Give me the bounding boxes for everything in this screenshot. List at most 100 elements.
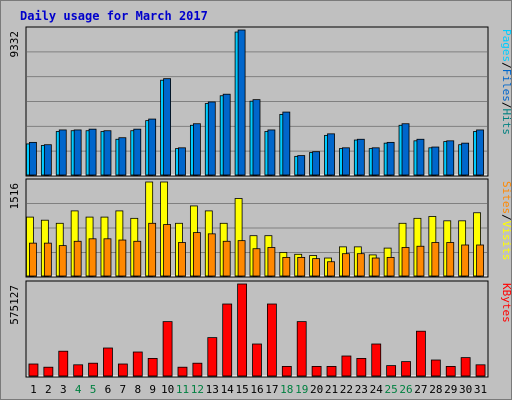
x-tick-day-24: 24 bbox=[370, 383, 384, 396]
x-tick-day-3: 3 bbox=[60, 383, 67, 396]
bar-sites-day-12 bbox=[192, 232, 201, 277]
bar-kbytes-day-15 bbox=[237, 283, 247, 377]
x-tick-day-9: 9 bbox=[149, 383, 156, 396]
legend-item-slash: / bbox=[500, 102, 512, 109]
x-tick-day-23: 23 bbox=[355, 383, 368, 396]
bar-files-day-11 bbox=[178, 147, 186, 176]
x-tick-day-17: 17 bbox=[265, 383, 278, 396]
bar-sites-day-29 bbox=[446, 242, 455, 277]
bar-files-day-18 bbox=[282, 111, 291, 176]
x-tick-day-18: 18 bbox=[280, 383, 293, 396]
bar-kbytes-day-12 bbox=[192, 362, 203, 377]
chart-title: Daily usage for March 2017 bbox=[20, 9, 208, 23]
bar-kbytes-day-29 bbox=[445, 366, 456, 377]
legend-item-slash: / bbox=[500, 62, 512, 69]
bar-sites-day-14 bbox=[222, 240, 231, 277]
bar-kbytes-day-22 bbox=[341, 355, 352, 377]
bar-sites-day-25 bbox=[386, 256, 395, 277]
legend-item-visits: Visits bbox=[500, 221, 512, 261]
bar-kbytes-day-6 bbox=[103, 347, 113, 377]
bar-files-day-20 bbox=[312, 151, 321, 176]
bar-files-day-13 bbox=[207, 101, 216, 176]
bar-files-day-8 bbox=[133, 128, 142, 176]
bar-files-day-24 bbox=[371, 147, 380, 176]
x-tick-day-30: 30 bbox=[459, 383, 472, 396]
bar-sites-day-16 bbox=[252, 248, 261, 277]
bar-kbytes-day-16 bbox=[252, 343, 262, 377]
x-tick-day-12: 12 bbox=[191, 383, 204, 396]
bar-kbytes-day-27 bbox=[416, 330, 426, 377]
bar-sites-day-20 bbox=[312, 258, 321, 277]
bar-kbytes-day-24 bbox=[371, 343, 382, 377]
bar-files-day-28 bbox=[431, 146, 440, 176]
x-tick-day-19: 19 bbox=[295, 383, 308, 396]
x-tick-day-16: 16 bbox=[250, 383, 263, 396]
bar-sites-day-22 bbox=[342, 253, 350, 277]
bar-sites-day-27 bbox=[416, 245, 425, 277]
bar-files-day-6 bbox=[103, 130, 112, 176]
bar-sites-day-31 bbox=[476, 244, 484, 277]
bar-sites-day-8 bbox=[133, 240, 142, 277]
legend-visits_sites: Sites/Visits bbox=[500, 181, 512, 261]
legend-kbytes: KBytes bbox=[500, 283, 512, 323]
x-tick-day-31: 31 bbox=[474, 383, 487, 396]
x-tick-day-1: 1 bbox=[30, 383, 37, 396]
bar-files-day-2 bbox=[43, 144, 52, 176]
bar-sites-day-9 bbox=[148, 222, 157, 277]
bar-files-day-7 bbox=[118, 137, 127, 176]
x-tick-day-25: 25 bbox=[385, 383, 398, 396]
bar-sites-day-17 bbox=[267, 247, 276, 277]
bar-kbytes-day-2 bbox=[43, 366, 54, 377]
bar-files-day-29 bbox=[446, 140, 455, 176]
bar-kbytes-day-30 bbox=[460, 357, 471, 377]
bar-files-day-25 bbox=[386, 141, 395, 176]
legend-item-pages: Pages bbox=[500, 29, 512, 62]
bar-files-day-9 bbox=[148, 118, 157, 176]
bar-sites-day-15 bbox=[237, 240, 246, 277]
x-tick-day-27: 27 bbox=[414, 383, 427, 396]
x-tick-day-21: 21 bbox=[325, 383, 338, 396]
bar-sites-day-7 bbox=[118, 239, 127, 277]
x-tick-day-13: 13 bbox=[206, 383, 219, 396]
bar-sites-day-2 bbox=[43, 242, 52, 277]
x-tick-day-28: 28 bbox=[429, 383, 442, 396]
bar-sites-day-23 bbox=[356, 253, 365, 277]
bar-files-day-14 bbox=[222, 93, 231, 176]
bar-files-day-1 bbox=[29, 141, 37, 176]
bar-kbytes-day-5 bbox=[88, 362, 98, 377]
bar-files-day-17 bbox=[267, 129, 276, 176]
legend-item-sites: Sites bbox=[500, 181, 512, 214]
bar-files-day-19 bbox=[297, 155, 306, 176]
bar-kbytes-day-9 bbox=[147, 358, 158, 377]
x-tick-day-20: 20 bbox=[310, 383, 323, 396]
bar-files-day-4 bbox=[73, 129, 82, 176]
bar-files-day-21 bbox=[327, 133, 335, 176]
bar-kbytes-day-26 bbox=[401, 361, 411, 377]
x-tick-day-11: 11 bbox=[176, 383, 189, 396]
max-label-visits_sites: 1516 bbox=[8, 183, 21, 210]
bar-kbytes-day-4 bbox=[73, 364, 84, 377]
bar-files-day-3 bbox=[58, 129, 67, 176]
bar-sites-day-4 bbox=[73, 240, 82, 277]
bar-files-day-12 bbox=[192, 123, 201, 176]
x-tick-day-22: 22 bbox=[340, 383, 353, 396]
max-label-hits_files: 9332 bbox=[8, 31, 21, 58]
x-tick-day-10: 10 bbox=[161, 383, 174, 396]
bar-sites-day-5 bbox=[88, 238, 97, 277]
bar-kbytes-day-21 bbox=[326, 366, 337, 377]
bar-files-day-26 bbox=[401, 123, 410, 176]
bar-sites-day-3 bbox=[58, 245, 67, 277]
x-tick-day-15: 15 bbox=[235, 383, 248, 396]
bar-sites-day-30 bbox=[461, 244, 470, 277]
x-tick-day-8: 8 bbox=[134, 383, 141, 396]
bar-sites-day-26 bbox=[401, 247, 410, 277]
bar-files-day-31 bbox=[476, 129, 484, 176]
x-tick-day-14: 14 bbox=[221, 383, 235, 396]
bar-files-day-16 bbox=[252, 99, 261, 176]
legend-item-files: Files bbox=[500, 69, 512, 102]
bar-kbytes-day-28 bbox=[430, 359, 441, 377]
bar-sites-day-24 bbox=[371, 257, 380, 277]
bar-kbytes-day-14 bbox=[222, 303, 233, 377]
bar-kbytes-day-23 bbox=[356, 358, 367, 377]
bar-kbytes-day-11 bbox=[177, 366, 188, 377]
